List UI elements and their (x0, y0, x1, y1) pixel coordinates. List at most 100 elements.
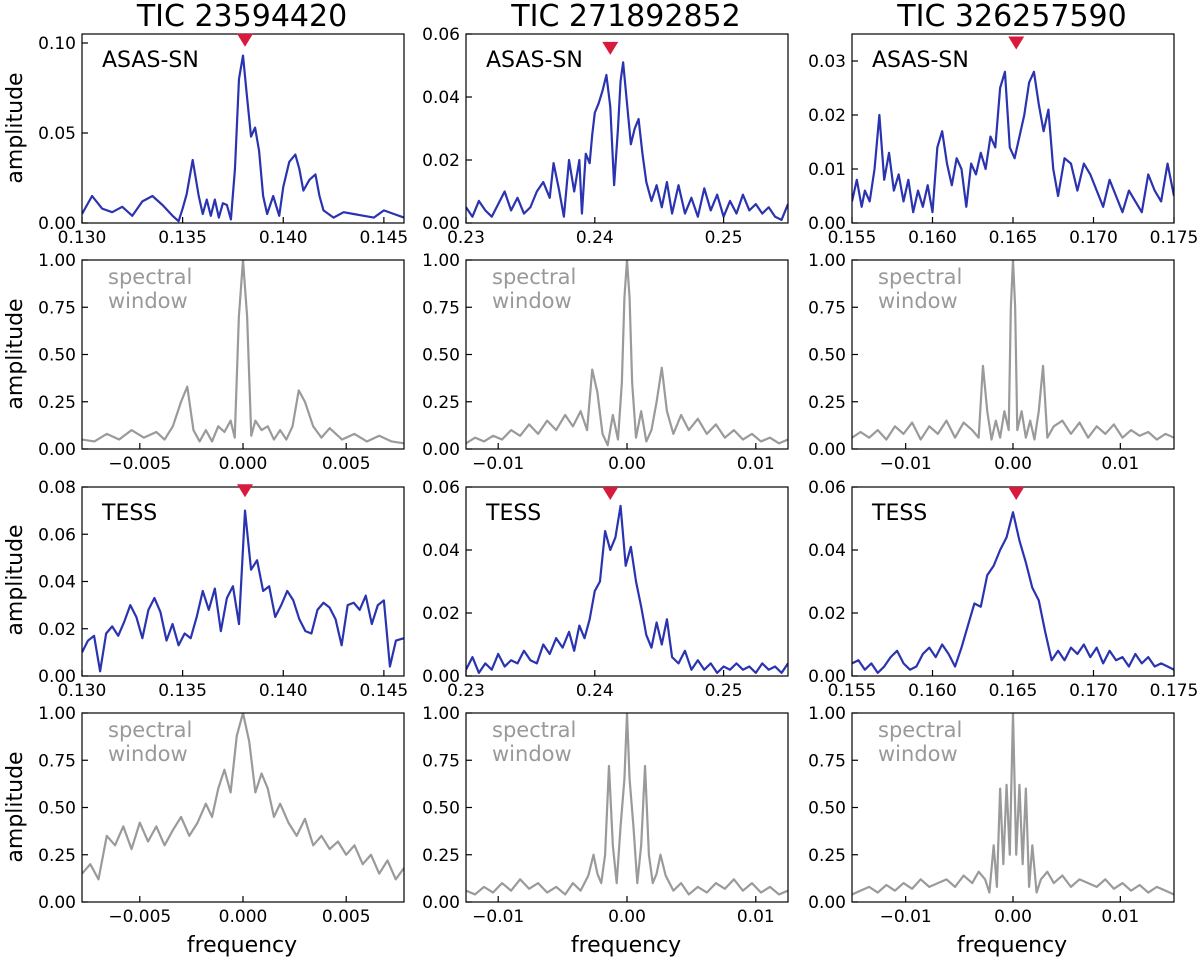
y-tick-label: 0.00 (422, 214, 460, 234)
y-tick-label: 0.08 (38, 478, 76, 498)
x-tick-label: 0.01 (737, 907, 775, 927)
x-tick-label: 0.23 (447, 681, 485, 701)
x-tick-label: 0.000 (219, 907, 268, 927)
y-tick-label: 0.50 (808, 346, 846, 366)
x-tick-label: 0.01 (1101, 454, 1139, 474)
y-tick-label: 1.00 (422, 251, 460, 271)
y-tick-label: 0.25 (808, 393, 846, 413)
x-tick-label: 0.170 (1069, 228, 1118, 248)
amplitude-spectrum-line (466, 504, 788, 674)
y-tick-label: 0.25 (38, 393, 76, 413)
y-tick-label: 0.00 (808, 440, 846, 460)
x-tick-label: 0.155 (828, 681, 877, 701)
y-axis-label-row-4: amplitude (3, 751, 28, 862)
spectral-window-line (82, 260, 404, 445)
x-tick-label: 0.135 (158, 228, 207, 248)
column-title-1: TIC 23594420 (136, 0, 347, 34)
panel-p00: 0.130 0.135 0.140 0.145 0.00 0.05 0.10 ASAS-SN (38, 33, 408, 248)
x-tick-label: −0.005 (108, 454, 171, 474)
y-tick-label: 0.75 (808, 751, 846, 771)
x-tick-label: 0.25 (705, 681, 743, 701)
y-tick-label: 0.02 (808, 604, 846, 624)
x-tick-label: 0.01 (1101, 907, 1139, 927)
y-tick-label: 0.00 (808, 667, 846, 687)
x-tick-label: 0.00 (994, 454, 1032, 474)
amplitude-spectrum-line (82, 509, 404, 673)
panel-label: spectral (492, 718, 576, 742)
y-tick-label: 0.50 (422, 799, 460, 819)
y-tick-label: 0.75 (808, 298, 846, 318)
column-title-2: TIC 271892852 (510, 0, 740, 34)
y-tick-label: 1.00 (808, 251, 846, 271)
panel-label: window (878, 742, 958, 766)
y-tick-label: 0.02 (808, 106, 846, 126)
x-axis-label-col-2: frequency (571, 933, 681, 958)
peak-marker-triangle (602, 487, 619, 501)
x-axis-label-col-3: frequency (957, 933, 1067, 958)
panel-label: window (108, 742, 188, 766)
y-tick-label: 0.06 (422, 478, 460, 498)
x-tick-label: −0.01 (472, 454, 524, 474)
y-tick-label: 0.04 (38, 573, 76, 593)
y-tick-label: 1.00 (38, 704, 76, 724)
x-tick-label: 0.23 (447, 228, 485, 248)
y-tick-label: 0.02 (422, 604, 460, 624)
y-tick-label: 0.00 (38, 893, 76, 913)
y-tick-label: 0.75 (38, 751, 76, 771)
y-tick-label: 0.03 (808, 52, 846, 72)
amplitude-spectrum-line (852, 70, 1174, 214)
panel-p20: 0.130 0.135 0.140 0.145 0.00 0.02 0.04 0.06 0.08… (38, 478, 408, 701)
y-tick-label: 0.00 (808, 214, 846, 234)
panel-p12: −0.01 0.00 0.01 0.00 0.25 0.50 0.75 1.00 spectra… (808, 251, 1175, 474)
y-tick-label: 0.75 (422, 751, 460, 771)
panel-label: TESS (485, 501, 541, 526)
y-tick-label: 0.00 (422, 440, 460, 460)
y-tick-label: 0.06 (38, 525, 76, 545)
x-axis-label-col-1: frequency (187, 933, 297, 958)
x-tick-label: −0.01 (880, 454, 932, 474)
x-tick-label: −0.01 (880, 907, 932, 927)
x-tick-label: 0.165 (989, 681, 1038, 701)
y-tick-label: 0.01 (808, 160, 846, 180)
panel-label: spectral (108, 265, 192, 289)
y-tick-label: 0.00 (38, 214, 76, 234)
y-tick-label: 1.00 (38, 251, 76, 271)
amplitude-spectrum-line (466, 61, 788, 221)
panel-p02: 0.155 0.160 0.165 0.170 0.175 0.00 0.01 0.02 0.0… (808, 33, 1198, 248)
peak-marker-triangle (1008, 487, 1025, 501)
y-tick-label: 0.02 (422, 151, 460, 171)
y-tick-label: 0.25 (422, 393, 460, 413)
y-tick-label: 0.50 (38, 346, 76, 366)
y-axis-label-row-3: amplitude (3, 524, 28, 635)
panel-label: window (878, 289, 958, 313)
panel-label: window (108, 289, 188, 313)
y-tick-label: 0.00 (38, 667, 76, 687)
y-tick-label: 1.00 (422, 704, 460, 724)
y-tick-label: 0.04 (422, 541, 460, 561)
y-tick-label: 0.50 (422, 346, 460, 366)
plot-frame (465, 33, 789, 224)
x-tick-label: −0.005 (108, 907, 171, 927)
x-tick-label: 0.140 (259, 228, 308, 248)
amplitude-spectrum-line (82, 54, 404, 223)
x-tick-label: 0.160 (908, 681, 957, 701)
panel-p30: −0.005 0.000 0.005 0.00 0.25 0.50 0.75 1.00 spec… (38, 704, 405, 927)
y-tick-label: 0.25 (38, 846, 76, 866)
x-tick-label: 0.135 (158, 681, 207, 701)
x-tick-label: 0.170 (1069, 681, 1118, 701)
y-axis-label-row-1: amplitude (3, 72, 28, 183)
x-tick-label: 0.160 (908, 228, 957, 248)
y-tick-label: 0.50 (808, 799, 846, 819)
panel-label: window (492, 289, 572, 313)
x-tick-label: 0.00 (608, 907, 646, 927)
y-tick-label: 0.06 (422, 25, 460, 45)
y-tick-label: 0.06 (808, 478, 846, 498)
panel-label: spectral (108, 718, 192, 742)
x-tick-label: 0.165 (989, 228, 1038, 248)
spectral-window-line (852, 713, 1174, 896)
panel-p32: −0.01 0.00 0.01 0.00 0.25 0.50 0.75 1.00 spectra… (808, 704, 1175, 927)
x-tick-label: 0.175 (1150, 681, 1199, 701)
x-tick-label: 0.155 (828, 228, 877, 248)
x-tick-label: 0.25 (705, 228, 743, 248)
